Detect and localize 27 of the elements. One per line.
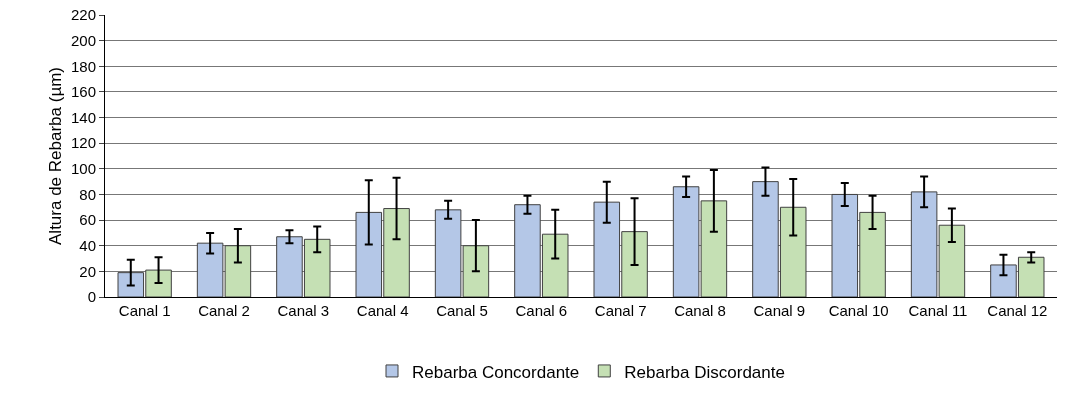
y-tick-label: 20 — [79, 262, 96, 280]
y-tick-label: 40 — [79, 236, 96, 254]
x-tick-label: Canal 11 — [908, 302, 968, 319]
y-tick-label: 180 — [70, 57, 96, 75]
y-tick-label: 220 — [70, 6, 96, 24]
x-tick-label: Canal 7 — [594, 302, 647, 319]
x-tick-label: Canal 10 — [828, 302, 889, 319]
y-tick-label: 140 — [70, 108, 96, 126]
x-tick-label: Canal 9 — [753, 302, 806, 319]
y-tick-label: 0 — [87, 288, 96, 306]
x-tick-label: Canal 6 — [515, 302, 568, 319]
x-tick-label: Canal 12 — [987, 302, 1048, 319]
y-tick-label: 160 — [70, 83, 96, 101]
y-tick-label: 60 — [79, 211, 96, 229]
y-tick-label: 100 — [70, 160, 96, 178]
x-tick-label: Canal 4 — [356, 302, 409, 319]
x-tick-label: Canal 3 — [277, 302, 330, 319]
x-tick-label: Canal 2 — [198, 302, 250, 319]
y-tick-label: 200 — [70, 31, 96, 49]
x-tick-label: Canal 8 — [674, 302, 726, 319]
x-tick-label: Canal 1 — [118, 302, 171, 319]
y-axis-title: Altura de Rebarba (µm) — [46, 67, 65, 245]
y-tick-label: 120 — [70, 134, 96, 152]
y-tick-label: 80 — [79, 185, 96, 203]
x-tick-label: Canal 5 — [436, 302, 488, 319]
legend-label: Rebarba Discordante — [624, 362, 785, 382]
legend-label: Rebarba Concordante — [412, 362, 580, 382]
